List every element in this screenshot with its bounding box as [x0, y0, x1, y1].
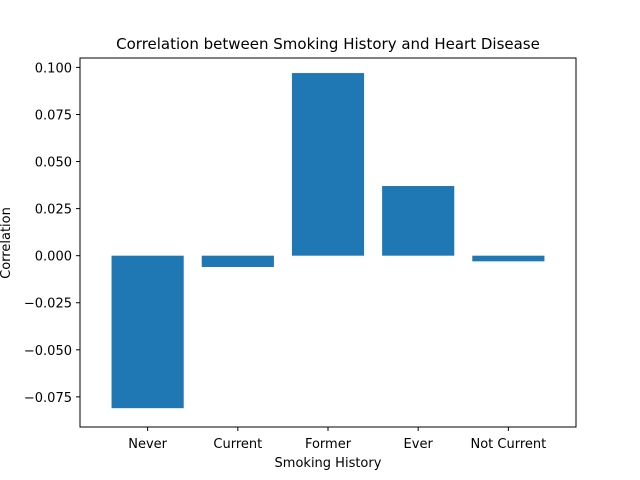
bar-current — [201, 255, 274, 267]
y-tick-label: 0.000 — [35, 250, 72, 265]
y-tick-label: −0.025 — [24, 297, 72, 312]
bar-not-current — [472, 255, 545, 262]
bar-ever — [382, 186, 455, 256]
y-tick-label: 0.025 — [35, 203, 72, 218]
y-tick-label: −0.075 — [24, 391, 72, 406]
x-tick-label: Ever — [404, 437, 434, 452]
x-axis-title: Smoking History — [275, 456, 382, 471]
chart-title: Correlation between Smoking History and … — [116, 35, 540, 53]
bar-former — [291, 73, 365, 256]
y-tick-label: 0.075 — [35, 108, 72, 123]
y-tick-label: −0.050 — [24, 344, 72, 359]
y-axis: −0.075 −0.050 −0.025 0.000 0.025 0.050 0.075 0.… — [24, 61, 80, 406]
bar-never — [111, 255, 184, 409]
x-tick-label: Not Current — [470, 437, 546, 452]
x-tick-label: Never — [128, 437, 167, 452]
y-axis-title: Correlation — [0, 207, 14, 279]
x-axis: Never Current Former Ever Not Current — [128, 427, 546, 452]
bars-layer — [111, 73, 545, 409]
y-tick-label: 0.050 — [35, 156, 72, 171]
y-tick-label: 0.100 — [35, 61, 72, 76]
x-tick-label: Current — [213, 437, 262, 452]
x-tick-label: Former — [305, 437, 352, 452]
plot-area: −0.075 −0.050 −0.025 0.000 0.025 0.050 0.075 0.… — [24, 57, 577, 452]
